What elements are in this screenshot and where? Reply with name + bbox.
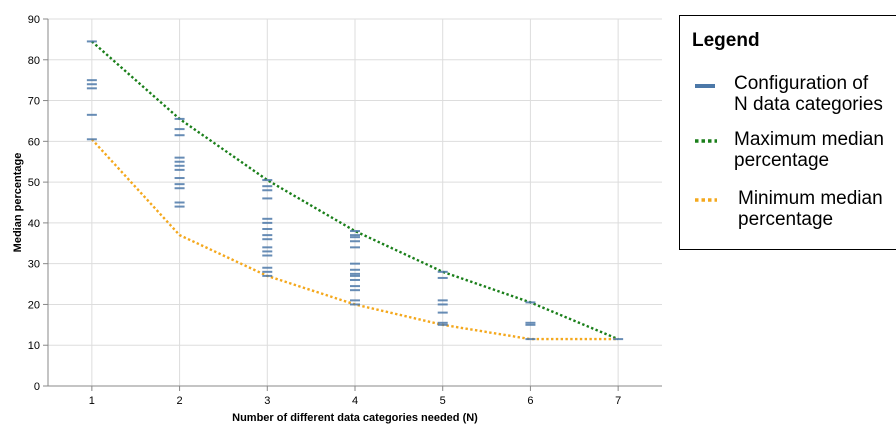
series-points: [86, 40, 624, 341]
y-tick-label: 90: [28, 14, 40, 26]
x-tick-label: 1: [89, 395, 95, 407]
y-tick-label: 60: [28, 136, 40, 148]
gridlines: [48, 18, 662, 387]
x-tick-label: 5: [440, 395, 446, 407]
legend-title: Legend: [692, 30, 760, 51]
y-tick-label: 10: [28, 340, 40, 352]
x-tick-label: 7: [615, 395, 621, 407]
x-axis-title: Number of different data categories need…: [232, 412, 478, 424]
legend-swatch-tick: [695, 84, 715, 88]
axes: 0 10 20 30 40 50 60 70 80 90 1 2 3 4 5 6 7: [28, 14, 662, 407]
y-tick-label: 80: [28, 55, 40, 67]
y-axis-title: Median percentage: [12, 153, 24, 253]
x-tick-label: 3: [264, 395, 270, 407]
legend-label-configuration: Configuration of N data categories: [734, 73, 883, 115]
legend-swatch-min: [695, 198, 717, 202]
x-tick-label: 4: [352, 395, 358, 407]
x-tick-label: 6: [527, 395, 533, 407]
legend-label-minimum: Minimum median percentage: [738, 188, 883, 230]
legend-swatch-max: [695, 139, 717, 143]
x-tick-label: 2: [177, 395, 183, 407]
y-tick-label: 50: [28, 177, 40, 189]
y-tick-label: 70: [28, 96, 40, 108]
y-tick-label: 0: [34, 381, 40, 393]
axis-labels: Number of different data categories need…: [12, 153, 478, 424]
y-tick-label: 20: [28, 299, 40, 311]
chart-area: 0 10 20 30 40 50 60 70 80 90 1 2 3 4 5 6 7 Number of dif…: [12, 14, 662, 424]
legend: Legend Configuration of N data categorie…: [679, 15, 896, 250]
legend-label-maximum: Maximum median percentage: [734, 129, 884, 171]
y-tick-label: 40: [28, 218, 40, 230]
y-tick-label: 30: [28, 259, 40, 271]
